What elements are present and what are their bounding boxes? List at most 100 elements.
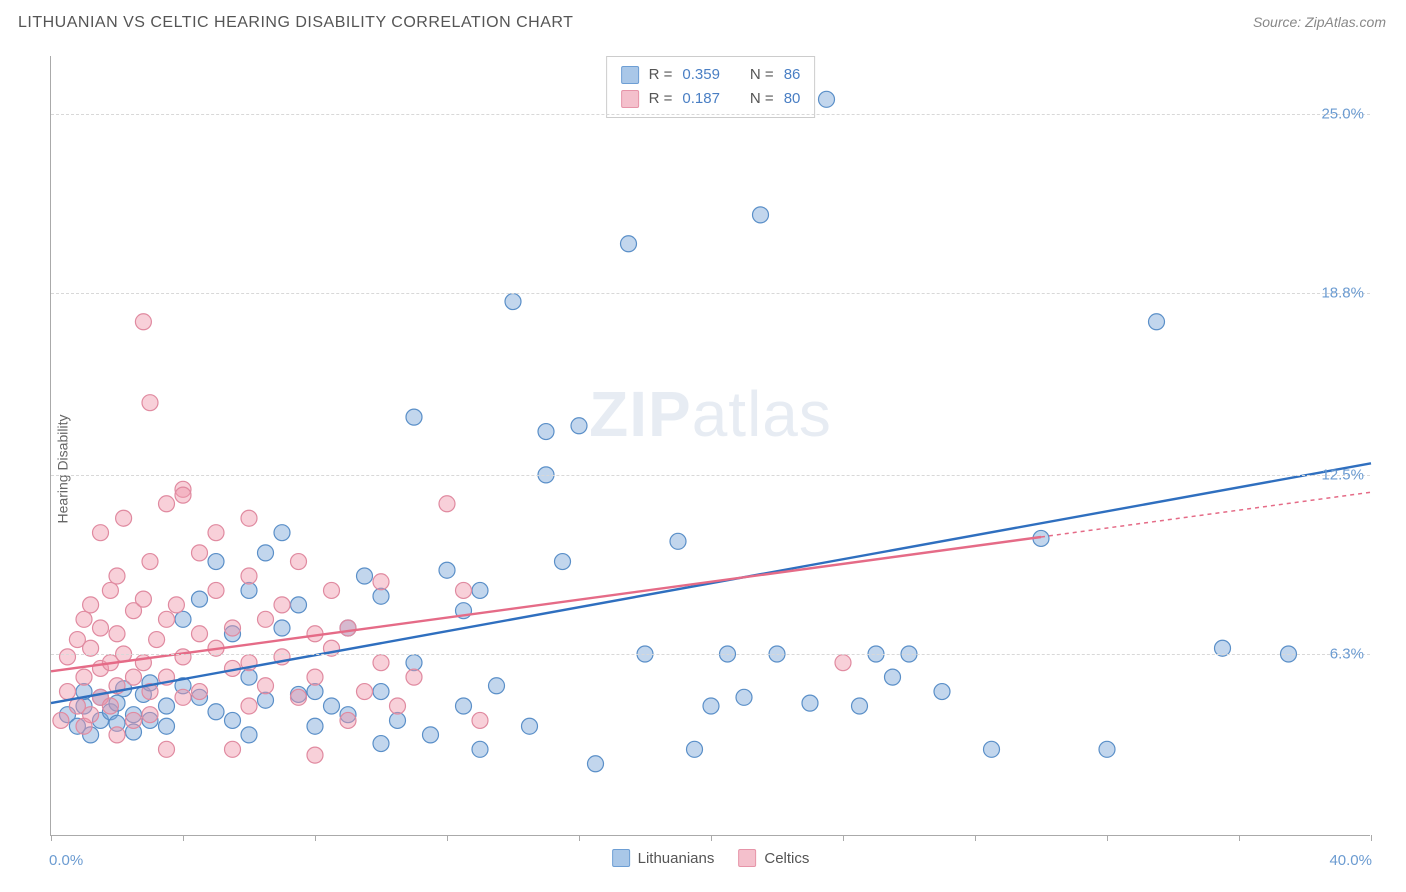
source-prefix: Source: bbox=[1253, 14, 1305, 30]
data-point bbox=[109, 568, 125, 584]
data-point bbox=[225, 741, 241, 757]
r-label: R = bbox=[649, 63, 673, 87]
data-point bbox=[291, 597, 307, 613]
data-point bbox=[373, 736, 389, 752]
data-point bbox=[1149, 314, 1165, 330]
data-point bbox=[241, 582, 257, 598]
data-point bbox=[142, 707, 158, 723]
x-tick bbox=[315, 835, 316, 841]
data-point bbox=[885, 669, 901, 685]
data-point bbox=[208, 554, 224, 570]
legend-label: Celtics bbox=[764, 850, 809, 867]
r-value: 0.359 bbox=[682, 63, 720, 87]
data-point bbox=[241, 698, 257, 714]
x-axis-min-label: 0.0% bbox=[49, 852, 83, 869]
data-point bbox=[307, 684, 323, 700]
r-label: R = bbox=[649, 87, 673, 111]
legend-item: Celtics bbox=[738, 849, 809, 867]
data-point bbox=[208, 704, 224, 720]
data-point bbox=[175, 649, 191, 665]
data-point bbox=[390, 712, 406, 728]
data-point bbox=[109, 626, 125, 642]
data-point bbox=[571, 418, 587, 434]
data-point bbox=[102, 698, 118, 714]
data-point bbox=[274, 597, 290, 613]
x-tick bbox=[1239, 835, 1240, 841]
plot-svg bbox=[51, 56, 1370, 835]
x-tick bbox=[579, 835, 580, 841]
data-point bbox=[175, 689, 191, 705]
data-point bbox=[142, 395, 158, 411]
data-point bbox=[538, 424, 554, 440]
x-tick bbox=[1107, 835, 1108, 841]
series-legend: Lithuanians Celtics bbox=[612, 849, 810, 867]
data-point bbox=[406, 409, 422, 425]
plot-area: ZIPatlas R = 0.359N = 86R = 0.187N = 80 … bbox=[50, 56, 1370, 836]
data-point bbox=[258, 678, 274, 694]
data-point bbox=[357, 568, 373, 584]
y-tick-label: 18.8% bbox=[1321, 284, 1364, 301]
gridline bbox=[51, 654, 1370, 655]
data-point bbox=[406, 669, 422, 685]
data-point bbox=[736, 689, 752, 705]
series-swatch bbox=[621, 90, 639, 108]
data-point bbox=[373, 574, 389, 590]
data-point bbox=[456, 698, 472, 714]
data-point bbox=[149, 632, 165, 648]
data-point bbox=[357, 684, 373, 700]
data-point bbox=[175, 611, 191, 627]
data-point bbox=[291, 689, 307, 705]
data-point bbox=[984, 741, 1000, 757]
data-point bbox=[324, 698, 340, 714]
data-point bbox=[852, 698, 868, 714]
data-point bbox=[135, 591, 151, 607]
data-point bbox=[258, 611, 274, 627]
y-tick-label: 6.3% bbox=[1330, 646, 1364, 663]
data-point bbox=[192, 545, 208, 561]
data-point bbox=[192, 626, 208, 642]
data-point bbox=[126, 712, 142, 728]
data-point bbox=[472, 582, 488, 598]
data-point bbox=[621, 236, 637, 252]
data-point bbox=[373, 588, 389, 604]
legend-item: Lithuanians bbox=[612, 849, 715, 867]
data-point bbox=[1099, 741, 1115, 757]
gridline bbox=[51, 114, 1370, 115]
legend-label: Lithuanians bbox=[638, 850, 715, 867]
stats-row: R = 0.187N = 80 bbox=[621, 87, 801, 111]
data-point bbox=[274, 620, 290, 636]
data-point bbox=[489, 678, 505, 694]
x-tick bbox=[447, 835, 448, 841]
data-point bbox=[83, 707, 99, 723]
x-axis-max-label: 40.0% bbox=[1329, 852, 1372, 869]
source-attribution: Source: ZipAtlas.com bbox=[1253, 14, 1386, 30]
data-point bbox=[258, 545, 274, 561]
data-point bbox=[819, 91, 835, 107]
data-point bbox=[307, 669, 323, 685]
data-point bbox=[109, 727, 125, 743]
data-point bbox=[241, 669, 257, 685]
data-point bbox=[159, 698, 175, 714]
data-point bbox=[324, 582, 340, 598]
stats-row: R = 0.359N = 86 bbox=[621, 63, 801, 87]
data-point bbox=[93, 620, 109, 636]
data-point bbox=[588, 756, 604, 772]
data-point bbox=[192, 591, 208, 607]
data-point bbox=[159, 496, 175, 512]
data-point bbox=[472, 712, 488, 728]
data-point bbox=[241, 727, 257, 743]
data-point bbox=[159, 611, 175, 627]
data-point bbox=[225, 712, 241, 728]
data-point bbox=[373, 684, 389, 700]
n-label: N = bbox=[750, 63, 774, 87]
data-point bbox=[168, 597, 184, 613]
y-tick-label: 12.5% bbox=[1321, 466, 1364, 483]
x-tick bbox=[51, 835, 52, 841]
data-point bbox=[135, 314, 151, 330]
data-point bbox=[192, 684, 208, 700]
data-point bbox=[307, 718, 323, 734]
data-point bbox=[175, 487, 191, 503]
data-point bbox=[291, 554, 307, 570]
data-point bbox=[241, 510, 257, 526]
series-swatch bbox=[621, 66, 639, 84]
